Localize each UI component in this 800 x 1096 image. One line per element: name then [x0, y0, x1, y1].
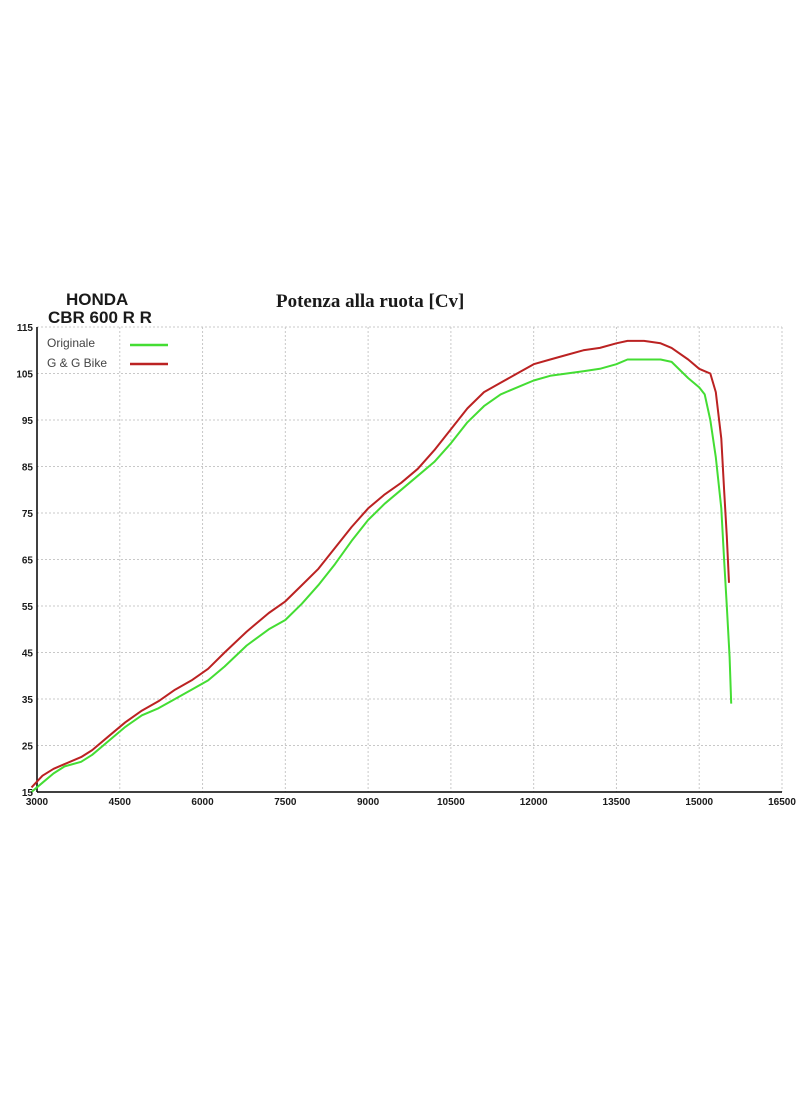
series-lines: [30, 339, 733, 793]
grid-lines: [37, 326, 783, 792]
x-tick-label: 6000: [191, 797, 214, 808]
y-tick-label: 75: [22, 509, 34, 520]
x-tick-label: 4500: [109, 797, 132, 808]
y-tick-label: 85: [22, 463, 34, 474]
series-line-gg-bike: [30, 339, 730, 789]
y-tick-labels: 15 25 35 45 55 65 75 85 95 105 115: [16, 323, 33, 799]
y-tick-label: 55: [22, 602, 34, 613]
chart-title: Potenza alla ruota [Cv]: [276, 291, 465, 312]
x-tick-label: 13500: [603, 797, 631, 808]
y-tick-label: 115: [17, 323, 34, 334]
x-tick-label: 10500: [437, 797, 465, 808]
x-tick-labels: 3000 4500 6000 7500 9000 10500 12000 13500 15000…: [26, 797, 796, 808]
y-tick-label: 105: [16, 370, 33, 381]
legend-label-gg-bike: G & G Bike: [47, 356, 108, 370]
x-tick-label: 15000: [685, 797, 713, 808]
x-tick-label: 16500: [768, 797, 796, 808]
y-tick-label: 45: [22, 649, 34, 660]
x-tick-label: 9000: [357, 797, 380, 808]
y-tick-label: 95: [22, 416, 34, 427]
x-tick-label: 12000: [520, 797, 548, 808]
x-tick-label: 7500: [274, 797, 297, 808]
model-name: CBR 600 R R: [48, 308, 152, 327]
y-tick-label: 15: [22, 788, 34, 799]
y-tick-label: 25: [22, 742, 34, 753]
y-tick-label: 65: [22, 556, 34, 567]
series-line-originale: [30, 358, 733, 793]
x-tick-label: 3000: [26, 797, 49, 808]
y-tick-label: 35: [22, 695, 34, 706]
legend-label-originale: Originale: [47, 336, 96, 350]
brand-name: HONDA: [66, 290, 129, 309]
axes: [36, 327, 782, 793]
legend-swatches: [130, 343, 168, 366]
